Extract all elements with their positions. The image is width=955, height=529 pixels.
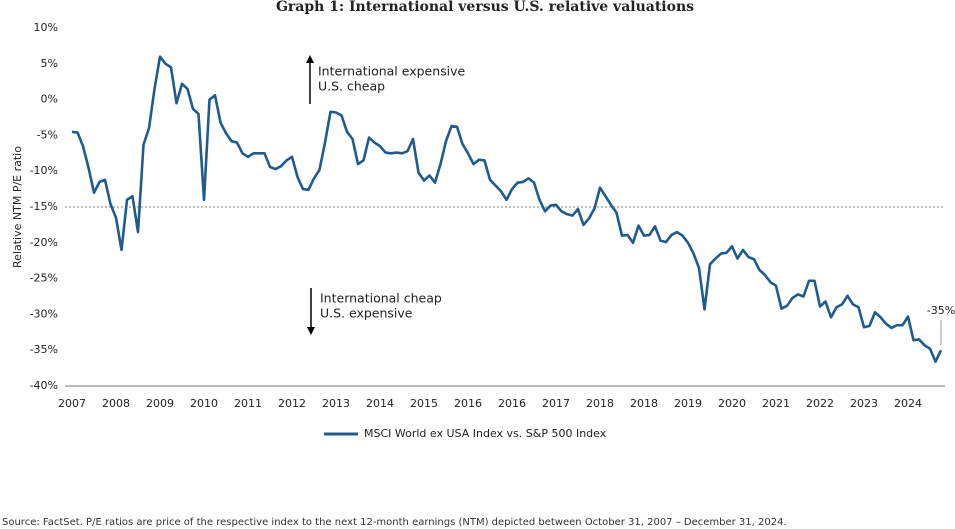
arrow-down (307, 288, 315, 335)
annotation: U.S. cheap (318, 79, 385, 94)
value-label: -35% (927, 304, 955, 317)
y-tick-label: -35% (30, 343, 58, 356)
legend-label: MSCI World ex USA Index vs. S&P 500 Inde… (364, 427, 607, 440)
x-tick-label: 2018 (630, 397, 658, 410)
annotation: U.S. expensive (320, 306, 413, 321)
x-tick-label: 2014 (366, 397, 394, 410)
y-tick-label: 0% (41, 93, 58, 106)
x-tick-label: 2023 (850, 397, 878, 410)
y-tick-label: 5% (41, 57, 58, 70)
x-tick-label: 2019 (674, 397, 702, 410)
y-tick-label: -20% (30, 236, 58, 249)
y-tick-label: -25% (30, 272, 58, 285)
x-tick-label: 2009 (146, 397, 174, 410)
x-tick-label: 2016 (498, 397, 526, 410)
x-tick-label: 2010 (190, 397, 218, 410)
x-tick-label: 2020 (718, 397, 746, 410)
x-tick-label: 2011 (234, 397, 262, 410)
x-tick-label: 2007 (58, 397, 86, 410)
annotation: International cheap (320, 291, 442, 306)
x-tick-label: 2013 (322, 397, 350, 410)
y-tick-label: 10% (34, 21, 58, 34)
source-note: Source: FactSet. P/E ratios are price of… (2, 517, 787, 528)
x-tick-label: 2018 (586, 397, 614, 410)
y-tick-label: -30% (30, 307, 58, 320)
y-tick-label: -15% (30, 200, 58, 213)
y-tick-label: -5% (37, 128, 58, 141)
x-tick-label: 2016 (454, 397, 482, 410)
series-line (71, 55, 943, 363)
y-tick-label: -10% (30, 164, 58, 177)
x-tick-label: 2008 (102, 397, 130, 410)
x-tick-label: 2017 (542, 397, 570, 410)
annotation: International expensive (318, 64, 466, 79)
y-axis-title: Relative NTM P/E ratio (11, 146, 24, 268)
x-tick-label: 2021 (762, 397, 790, 410)
x-tick-label: 2022 (806, 397, 834, 410)
chart-title: Graph 1: International versus U.S. relat… (276, 0, 694, 15)
y-tick-label: -40% (30, 379, 58, 392)
x-tick-label: 2012 (278, 397, 306, 410)
x-tick-label: 2015 (410, 397, 438, 410)
x-tick-label: 2024 (894, 397, 922, 410)
arrow-up (306, 55, 314, 104)
